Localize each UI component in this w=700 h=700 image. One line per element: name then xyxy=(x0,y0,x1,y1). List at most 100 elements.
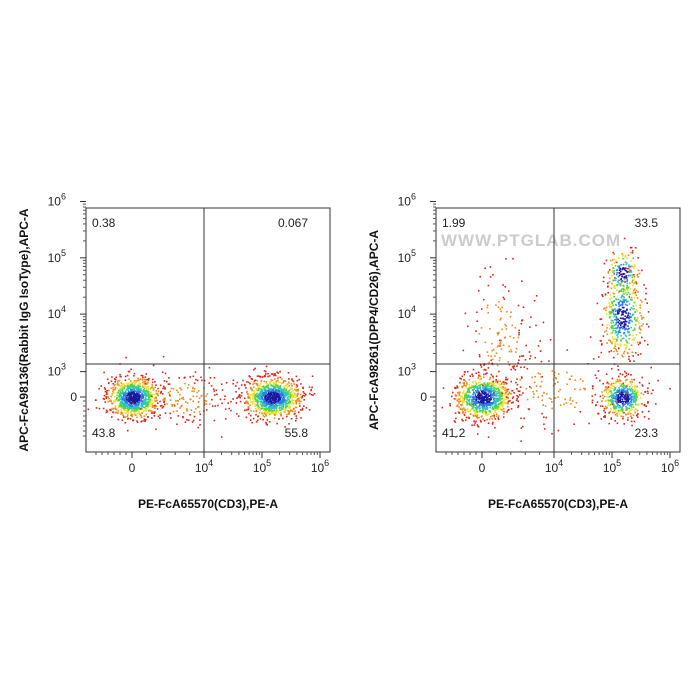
event-dot xyxy=(199,419,201,421)
event-dot xyxy=(496,407,498,410)
event-dot xyxy=(276,394,278,396)
event-dot xyxy=(473,388,475,390)
event-dot xyxy=(600,351,603,354)
event-dot xyxy=(553,371,556,374)
event-dot xyxy=(543,416,545,418)
event-dot xyxy=(474,386,476,389)
event-dot xyxy=(135,408,138,410)
event-dot xyxy=(130,403,132,406)
event-dot xyxy=(488,400,491,403)
event-dot xyxy=(156,392,159,395)
event-dot xyxy=(481,392,484,395)
event-dot xyxy=(507,393,509,396)
event-dot xyxy=(624,256,626,258)
event-dot xyxy=(130,407,133,409)
event-dot xyxy=(622,298,624,301)
event-dot xyxy=(98,388,100,390)
event-dot xyxy=(526,367,529,370)
event-dot xyxy=(498,331,500,334)
event-dot xyxy=(529,386,531,388)
event-dot xyxy=(627,373,630,375)
event-dot xyxy=(471,389,474,391)
event-dot xyxy=(269,395,271,397)
event-dot xyxy=(636,385,638,388)
event-dot xyxy=(124,422,127,424)
event-dot xyxy=(501,394,503,396)
event-dot xyxy=(283,399,286,401)
event-dot xyxy=(611,331,614,334)
event-dot xyxy=(204,399,206,402)
event-dot xyxy=(476,411,479,413)
event-dot xyxy=(256,404,259,406)
event-dot xyxy=(476,433,479,435)
event-dot xyxy=(186,408,188,410)
event-dot xyxy=(602,382,604,385)
event-dot xyxy=(291,384,293,387)
event-dot xyxy=(122,414,124,416)
event-dot xyxy=(490,388,493,391)
event-dot xyxy=(280,411,283,414)
event-dot xyxy=(535,390,538,392)
event-dot xyxy=(279,370,281,373)
event-dot xyxy=(610,392,613,394)
event-dot xyxy=(107,400,109,403)
event-dot xyxy=(625,393,627,396)
event-dot xyxy=(280,392,282,395)
event-dot xyxy=(475,372,478,374)
event-dot xyxy=(469,391,471,394)
event-dot xyxy=(170,387,173,390)
event-dot xyxy=(100,385,103,387)
event-dot xyxy=(495,400,497,402)
event-dot xyxy=(631,320,633,323)
event-dot xyxy=(497,406,500,408)
event-dot xyxy=(648,410,650,413)
event-dot xyxy=(630,319,632,322)
event-dot xyxy=(136,385,138,388)
event-dot xyxy=(191,387,194,390)
event-dot xyxy=(634,301,637,303)
event-dot xyxy=(256,400,258,402)
event-dot xyxy=(238,394,241,396)
event-dot xyxy=(239,400,242,403)
event-dot xyxy=(495,403,497,406)
event-dot xyxy=(130,385,133,388)
event-dot xyxy=(482,407,485,409)
event-dot xyxy=(612,309,614,311)
event-dot xyxy=(123,392,125,395)
event-dot xyxy=(535,385,538,387)
event-dot xyxy=(530,387,532,389)
y-tick-label: 0 xyxy=(420,390,427,404)
event-dot xyxy=(265,392,268,394)
event-dot xyxy=(250,386,252,389)
event-dot xyxy=(614,313,617,316)
event-dot xyxy=(144,392,147,394)
event-dot xyxy=(625,323,627,326)
event-dot xyxy=(115,400,117,402)
event-dot xyxy=(270,396,272,398)
event-dot xyxy=(630,260,632,262)
event-dot xyxy=(180,389,183,391)
event-dot xyxy=(281,393,283,395)
event-dot xyxy=(152,389,155,391)
event-dot xyxy=(272,403,275,405)
event-dot xyxy=(189,414,191,416)
event-dot xyxy=(128,408,131,410)
event-dot xyxy=(508,350,511,353)
event-dot xyxy=(462,385,465,387)
event-dot xyxy=(634,265,636,267)
event-dot xyxy=(126,374,129,377)
event-dot xyxy=(466,402,468,404)
event-dot xyxy=(287,409,289,412)
event-dot xyxy=(235,391,237,393)
event-dot xyxy=(164,403,166,406)
event-dot xyxy=(295,396,297,399)
event-dot xyxy=(134,408,136,411)
event-dot xyxy=(604,293,607,295)
event-dot xyxy=(502,381,505,383)
event-dot xyxy=(490,389,493,392)
event-dot xyxy=(151,404,154,407)
event-dot xyxy=(180,405,182,408)
event-dot xyxy=(628,322,631,324)
event-dot xyxy=(275,386,277,389)
event-dot xyxy=(251,393,253,396)
